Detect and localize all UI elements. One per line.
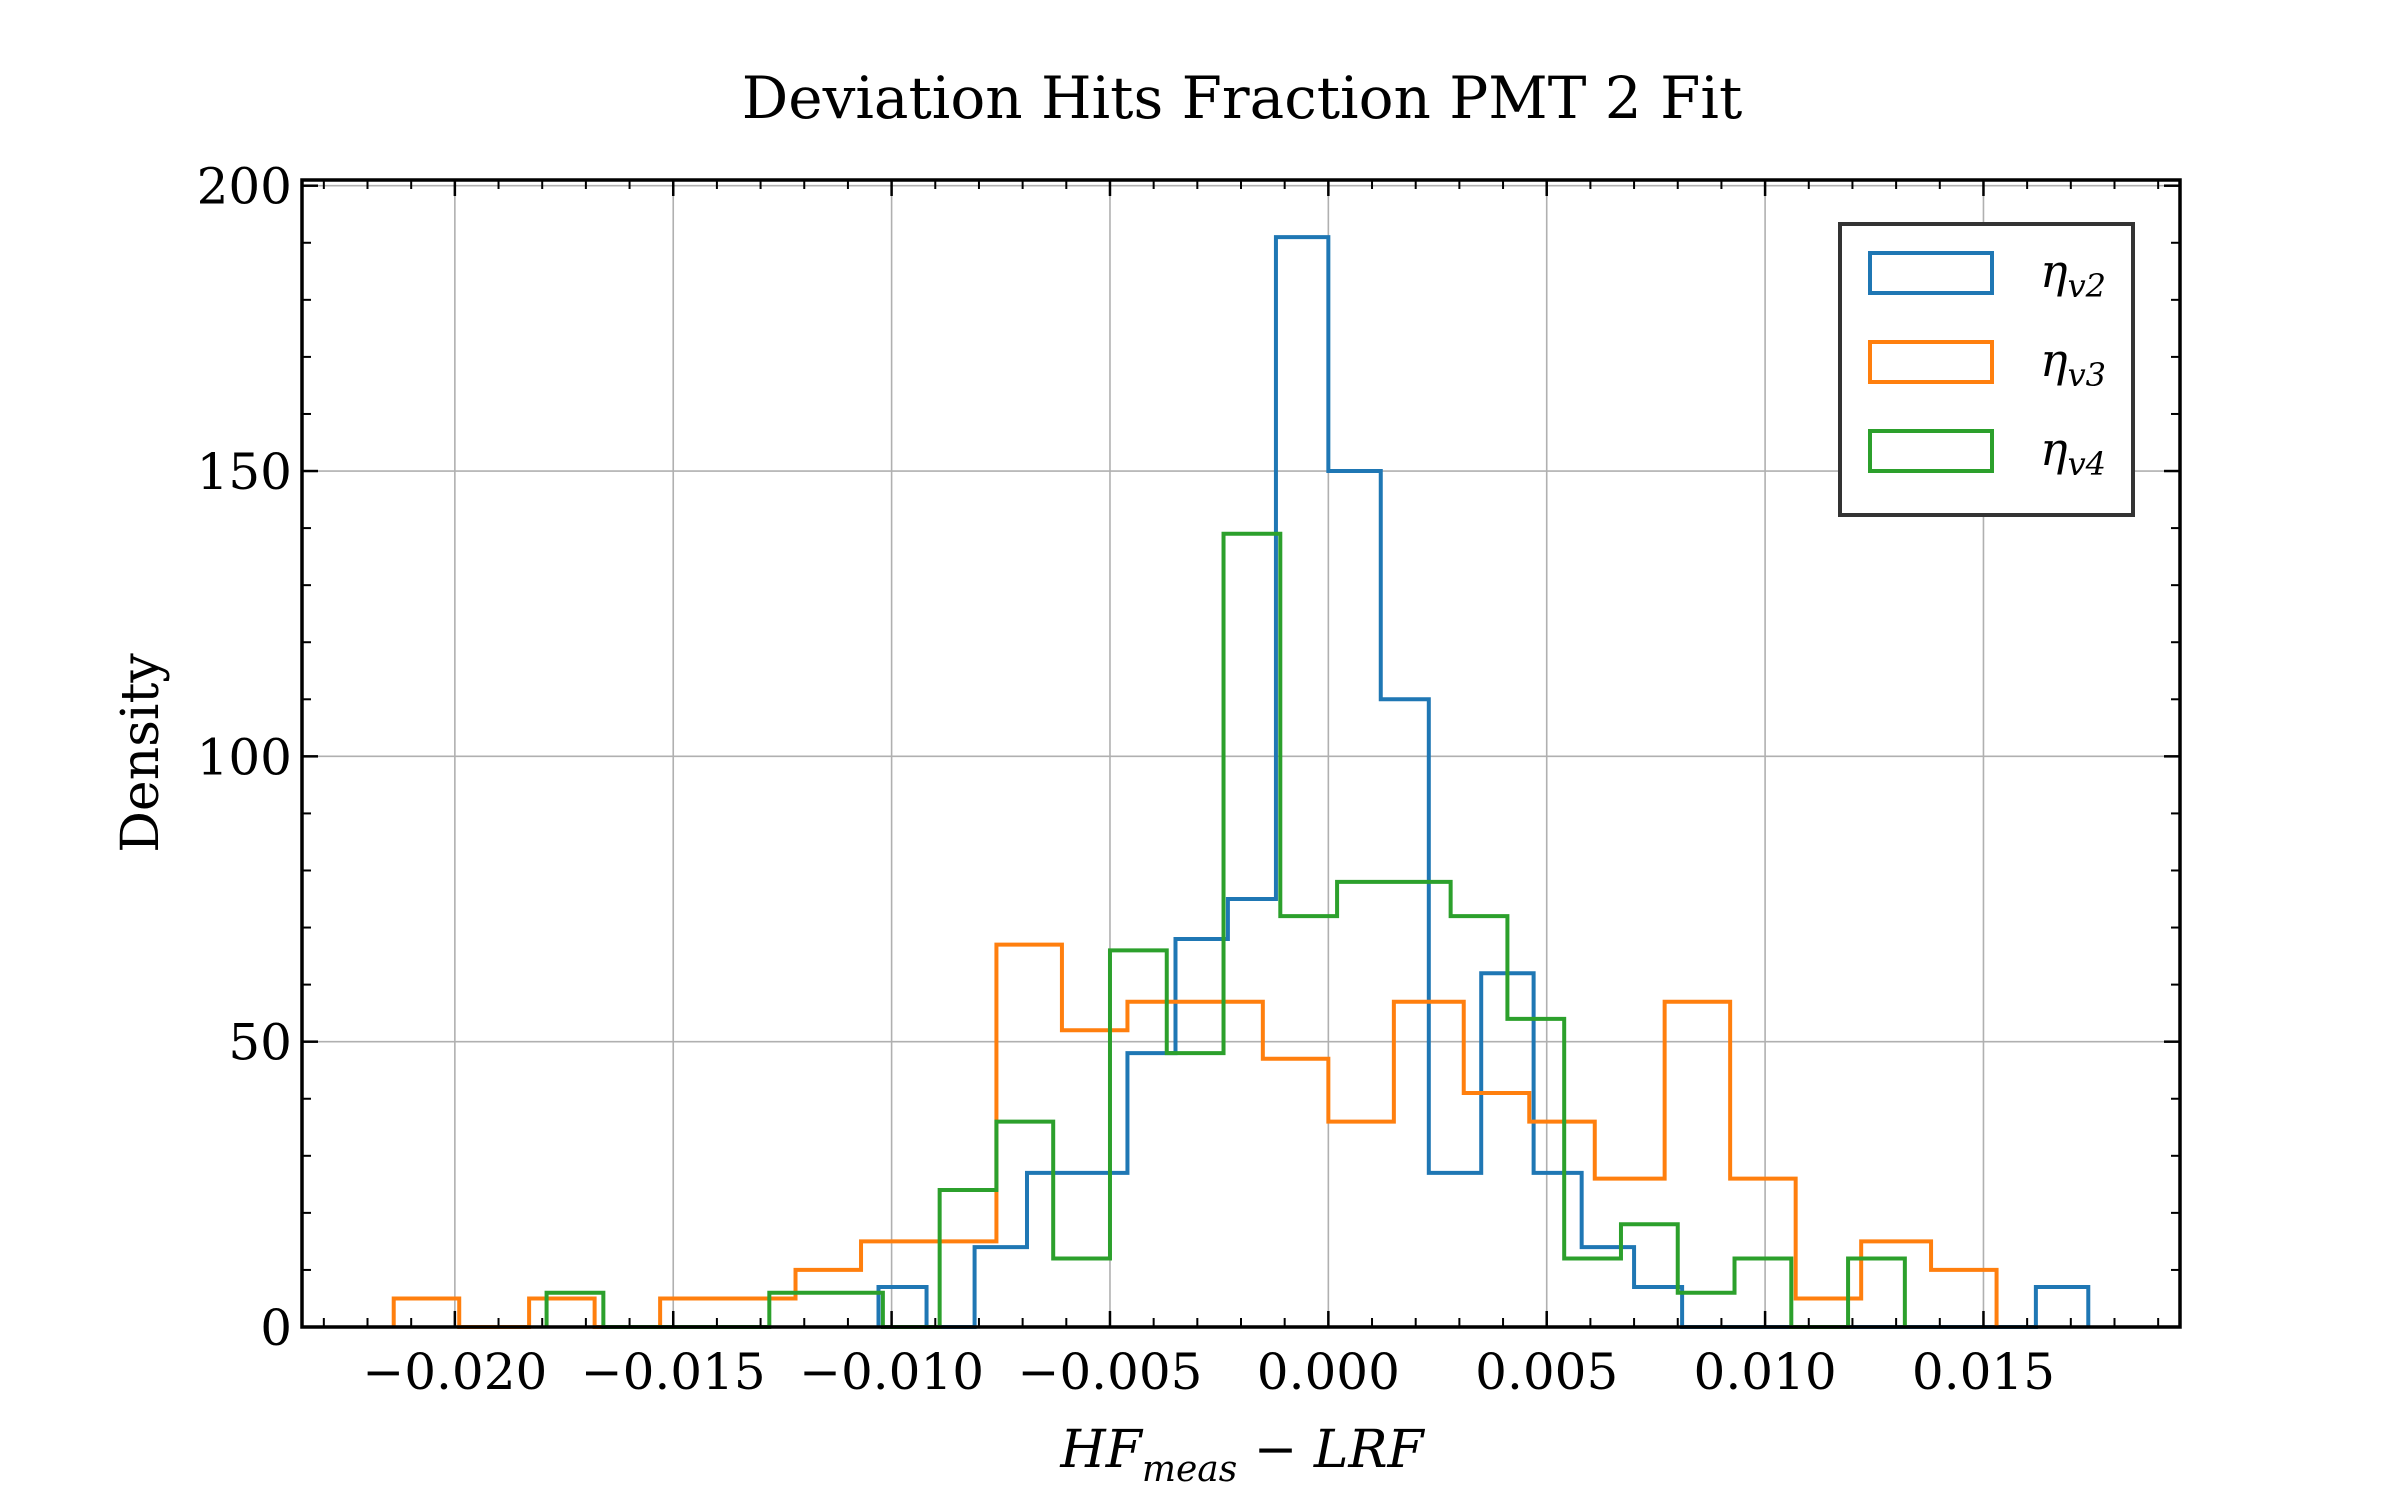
legend-label-main: η: [2040, 422, 2068, 476]
x-tick-label: 0.010: [1694, 1343, 1837, 1401]
legend-label: ηv2: [2040, 244, 2106, 305]
legend-swatch: [1868, 251, 1994, 295]
histogram-step-line: [391, 942, 1999, 1329]
y-axis-label: Density: [111, 653, 171, 853]
x-tick-label: −0.010: [799, 1343, 984, 1401]
legend-label-main: η: [2040, 244, 2068, 298]
x-tick-labels: −0.020 −0.015 −0.010 −0.005 0.000 0.005 0.010 0…: [362, 1343, 2055, 1401]
x-tick-label: −0.015: [581, 1343, 766, 1401]
x-axis-label: HFmeas − LRF: [1059, 1420, 1425, 1490]
y-tick-label: 200: [197, 158, 292, 216]
x-tick-label: 0.015: [1912, 1343, 2055, 1401]
x-tick-label: −0.020: [362, 1343, 547, 1401]
legend-swatch: [1868, 429, 1994, 473]
x-tick-label: −0.005: [1017, 1343, 1202, 1401]
legend-label-subscript: v3: [2068, 356, 2106, 394]
x-tick-label: 0.005: [1475, 1343, 1618, 1401]
y-tick-label: 50: [228, 1014, 292, 1072]
legend-label-main: η: [2040, 333, 2068, 387]
x-axis-label-main: HF: [1059, 1420, 1143, 1480]
y-tick-label: 0: [260, 1299, 292, 1357]
legend-swatch: [1868, 340, 1994, 384]
x-axis-label-subscript: meas: [1142, 1449, 1237, 1490]
plot-frame: [300, 178, 2182, 1329]
chart-title: Deviation Hits Fraction PMT 2 Fit: [742, 64, 1743, 132]
histogram-series: [391, 235, 2091, 1329]
legend-label: ηv3: [2040, 333, 2106, 394]
y-tick-labels: 0 50 100 150 200: [197, 158, 292, 1357]
legend-label: ηv4: [2040, 422, 2106, 483]
x-tick-label: 0.000: [1257, 1343, 1400, 1401]
legend-label-subscript: v2: [2068, 267, 2106, 305]
x-axis-label-rest: − LRF: [1237, 1420, 1425, 1480]
y-tick-label: 150: [197, 443, 292, 501]
legend-box: [1838, 222, 2135, 517]
y-tick-label: 100: [197, 728, 292, 786]
histogram-step-line: [544, 531, 1907, 1329]
legend-label-subscript: v4: [2068, 445, 2106, 483]
